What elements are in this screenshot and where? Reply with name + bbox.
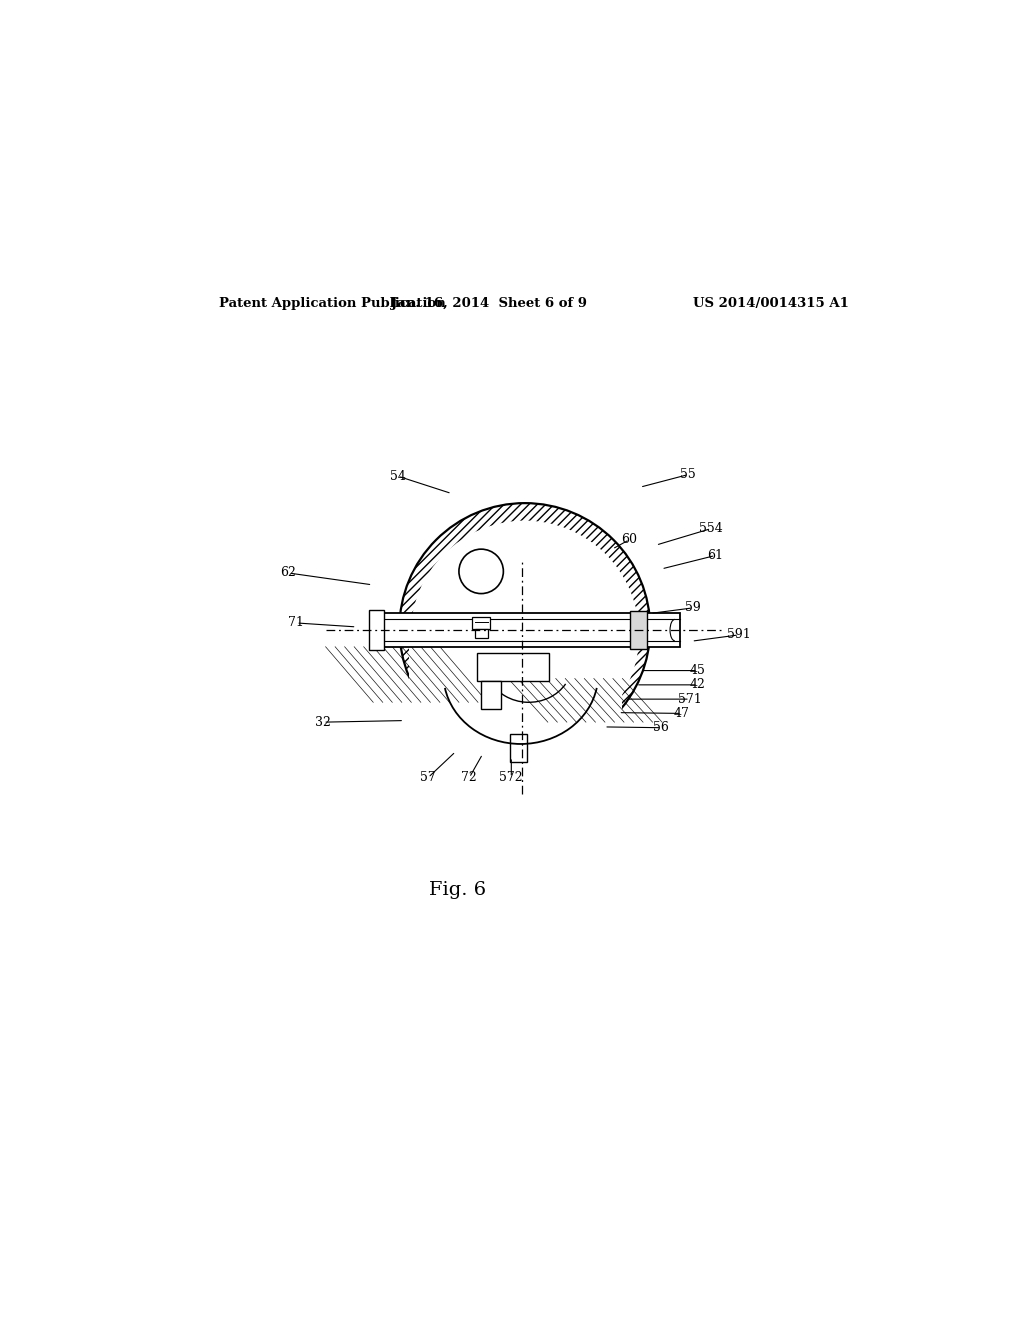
Text: Jan. 16, 2014  Sheet 6 of 9: Jan. 16, 2014 Sheet 6 of 9: [391, 297, 587, 310]
Bar: [370, 610, 384, 649]
Text: US 2014/0014315 A1: US 2014/0014315 A1: [693, 297, 849, 310]
Text: Fig. 6: Fig. 6: [429, 882, 486, 899]
Text: 554: 554: [699, 521, 723, 535]
Bar: [630, 611, 647, 649]
Bar: [477, 653, 549, 681]
Text: 591: 591: [727, 628, 751, 642]
Bar: [481, 681, 501, 709]
Bar: [472, 616, 489, 630]
Text: 572: 572: [500, 771, 523, 784]
Text: 62: 62: [281, 566, 296, 579]
Circle shape: [399, 503, 650, 754]
Text: 32: 32: [315, 715, 331, 729]
Text: 60: 60: [622, 533, 638, 546]
Bar: [475, 628, 487, 638]
Text: 61: 61: [708, 549, 723, 562]
Bar: [409, 647, 622, 760]
Bar: [400, 648, 443, 742]
Text: 72: 72: [462, 771, 477, 784]
Text: 47: 47: [674, 708, 690, 719]
Text: 59: 59: [685, 602, 700, 614]
Text: 56: 56: [653, 721, 670, 734]
Text: 42: 42: [690, 678, 706, 692]
Text: Patent Application Publication: Patent Application Publication: [219, 297, 446, 310]
Text: 71: 71: [289, 616, 304, 630]
Text: 45: 45: [690, 664, 706, 677]
Circle shape: [411, 520, 639, 750]
Text: 55: 55: [680, 469, 696, 480]
Bar: [370, 614, 680, 647]
Text: 57: 57: [420, 771, 436, 784]
Circle shape: [459, 549, 504, 594]
Text: 571: 571: [678, 693, 701, 706]
Text: 54: 54: [390, 470, 406, 483]
Bar: [510, 734, 527, 762]
